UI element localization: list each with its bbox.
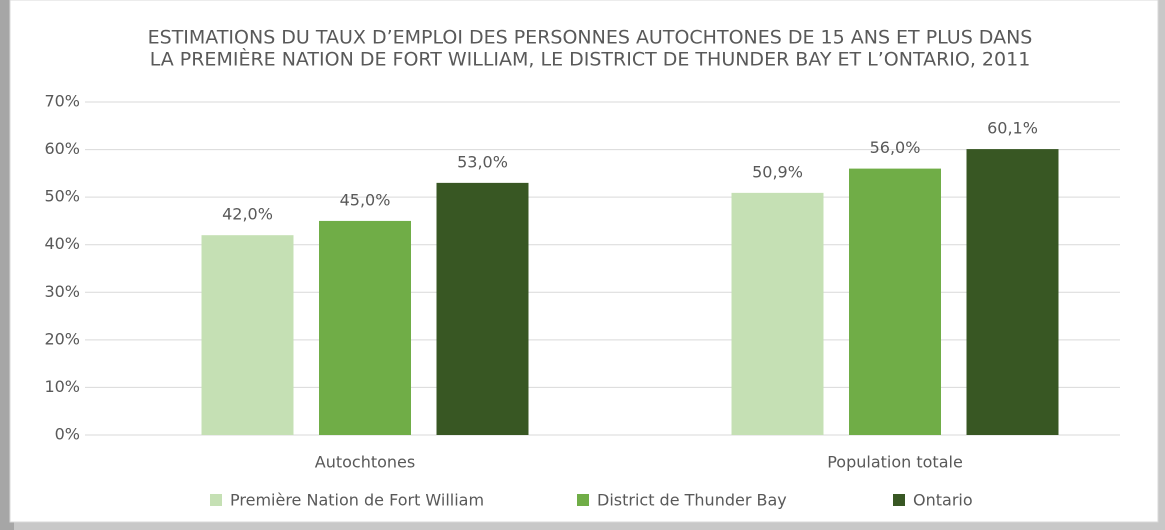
legend-label: Première Nation de Fort William bbox=[230, 491, 484, 510]
y-tick-label: 60% bbox=[44, 139, 80, 158]
bar bbox=[201, 235, 294, 435]
value-label: 60,1% bbox=[987, 119, 1038, 138]
y-tick-label: 30% bbox=[44, 282, 80, 301]
value-label: 50,9% bbox=[752, 162, 803, 181]
value-label: 45,0% bbox=[340, 190, 391, 209]
bar bbox=[436, 182, 529, 435]
value-label: 42,0% bbox=[222, 205, 273, 224]
x-tick-label: Autochtones bbox=[315, 453, 415, 472]
bar bbox=[319, 220, 411, 435]
bar bbox=[731, 192, 824, 435]
legend-swatch bbox=[577, 494, 589, 506]
y-tick-label: 50% bbox=[44, 187, 80, 206]
x-tick-label: Population totale bbox=[827, 453, 963, 472]
bar bbox=[966, 149, 1059, 436]
y-tick-label: 20% bbox=[44, 329, 80, 348]
value-label: 56,0% bbox=[870, 138, 921, 157]
y-tick-label: 70% bbox=[44, 92, 80, 111]
legend-label: District de Thunder Bay bbox=[597, 491, 787, 510]
y-tick-label: 0% bbox=[55, 425, 80, 444]
value-label: 53,0% bbox=[457, 152, 508, 171]
chart-title: LA PREMIÈRE NATION DE FORT WILLIAM, LE D… bbox=[150, 48, 1031, 71]
legend-swatch bbox=[210, 494, 222, 506]
legend-swatch bbox=[893, 494, 905, 506]
y-tick-label: 40% bbox=[44, 234, 80, 253]
bar bbox=[849, 168, 941, 435]
y-tick-label: 10% bbox=[44, 377, 80, 396]
chart-title: ESTIMATIONS DU TAUX D’EMPLOI DES PERSONN… bbox=[148, 27, 1033, 49]
legend-label: Ontario bbox=[913, 491, 973, 510]
